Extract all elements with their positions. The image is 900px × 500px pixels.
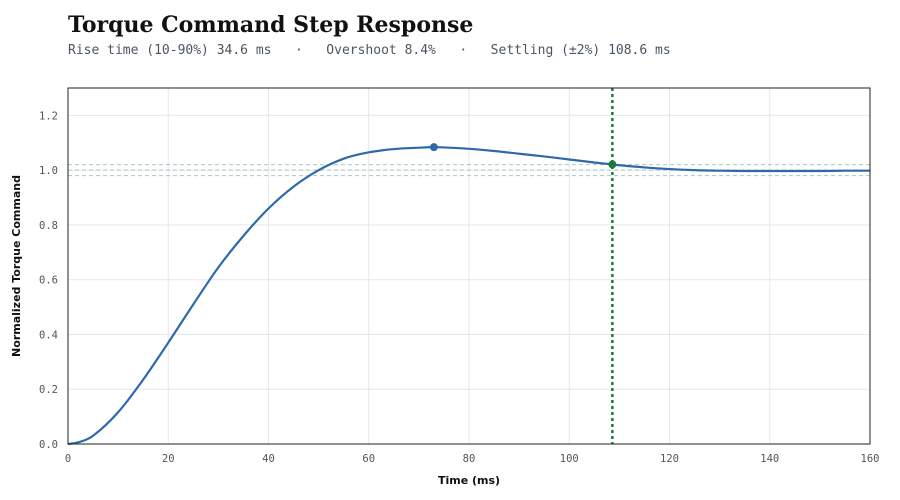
grid (68, 88, 870, 444)
chart-title: Torque Command Step Response (68, 12, 474, 38)
x-tick-label: 100 (560, 453, 579, 465)
x-axis-ticks: 0 20 40 60 80 100 120 140 160 (65, 453, 880, 465)
x-tick-label: 140 (760, 453, 779, 465)
x-tick-label: 160 (861, 453, 880, 465)
peak-marker (429, 143, 438, 152)
y-tick-label: 0.0 (39, 439, 58, 451)
settling-metric: Settling (±2%) 108.6 ms (490, 43, 671, 58)
x-axis-label: Time (ms) (438, 474, 500, 487)
y-tick-label: 0.8 (39, 220, 58, 232)
overshoot-metric: Overshoot 8.4% (326, 43, 436, 58)
y-axis-label: Normalized Torque Command (10, 175, 23, 357)
separator: · (459, 43, 468, 58)
rise-time-metric: Rise time (10-90%) 34.6 ms (68, 43, 272, 58)
metrics-subtitle: Rise time (10-90%) 34.6 ms · Overshoot 8… (68, 43, 671, 58)
y-tick-label: 0.2 (39, 384, 58, 396)
x-tick-label: 120 (660, 453, 679, 465)
y-axis-ticks: 0.0 0.2 0.4 0.6 0.8 1.0 1.2 (39, 110, 58, 451)
plot-frame (67, 87, 871, 445)
x-tick-label: 20 (162, 453, 175, 465)
y-tick-label: 0.6 (39, 275, 58, 287)
settling-marker (608, 160, 617, 169)
response-line (67, 146, 871, 446)
series-lines (67, 146, 871, 446)
y-tick-label: 1.0 (39, 165, 58, 177)
x-tick-label: 40 (262, 453, 275, 465)
x-tick-label: 0 (65, 453, 71, 465)
x-tick-label: 60 (362, 453, 375, 465)
separator: · (294, 43, 303, 58)
y-tick-label: 1.2 (39, 110, 58, 122)
markers (429, 143, 617, 169)
y-tick-label: 0.4 (39, 329, 58, 341)
x-tick-label: 80 (463, 453, 476, 465)
